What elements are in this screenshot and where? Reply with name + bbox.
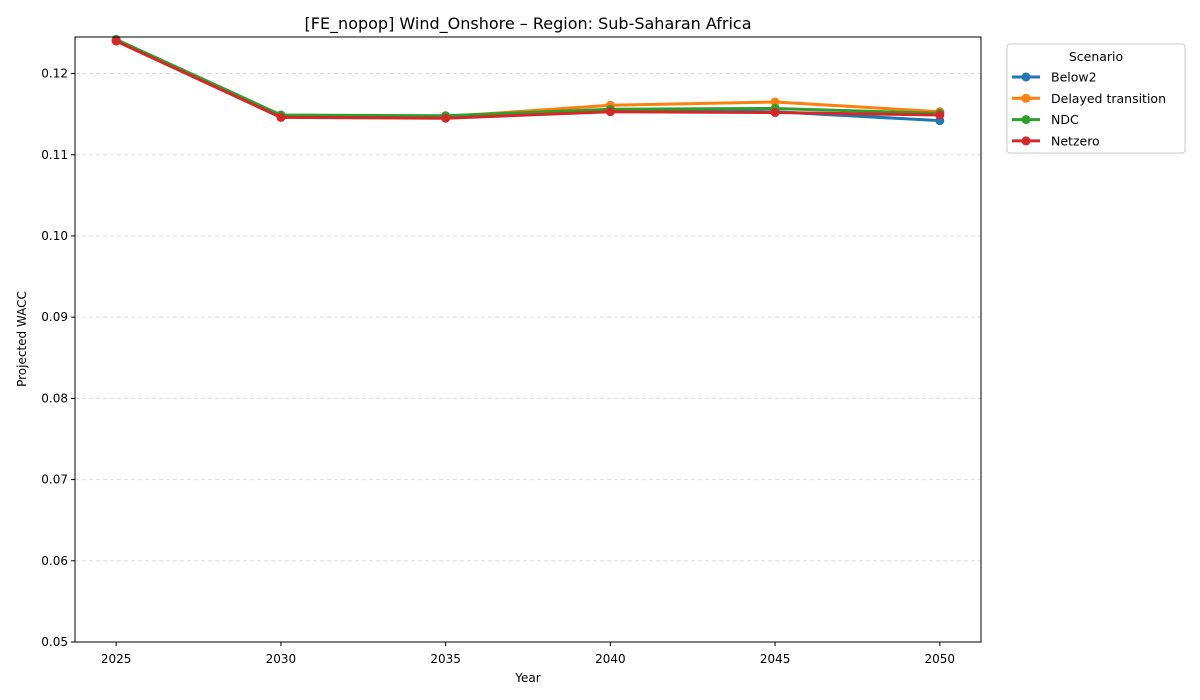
legend-item: Delayed transition: [1012, 91, 1166, 106]
y-tick-label: 0.10: [41, 229, 68, 243]
data-point: [935, 110, 945, 120]
x-axis: 2025 2030 2035 2040 2045 2050: [101, 642, 955, 666]
chart-title: [FE_nopop] Wind_Onshore – Region: Sub-Sa…: [305, 14, 752, 34]
y-tick-label: 0.05: [41, 635, 68, 649]
legend-label: NDC: [1051, 112, 1079, 127]
y-axis: 0.05 0.06 0.07 0.08 0.09 0.10 0.11 0.12: [41, 67, 75, 649]
legend: Scenario Below2 Delayed transition NDC Netz…: [1006, 43, 1186, 154]
series-line: [114, 38, 942, 119]
data-point: [111, 36, 121, 46]
y-axis-label: Projected WACC: [15, 291, 29, 387]
legend-marker: [1021, 115, 1031, 125]
legend-item: NDC: [1012, 112, 1079, 127]
x-tick-label: 2045: [760, 652, 791, 666]
legend-marker: [1021, 93, 1031, 103]
x-tick-label: 2050: [925, 652, 956, 666]
legend-title: Scenario: [1069, 49, 1123, 64]
y-tick-label: 0.06: [41, 554, 68, 568]
series-layer: [111, 34, 945, 126]
y-tick-label: 0.08: [41, 391, 68, 405]
legend-label: Netzero: [1051, 133, 1100, 148]
plot-frame: [74, 36, 982, 643]
x-axis-label: Year: [514, 671, 540, 685]
legend-label: Delayed transition: [1051, 91, 1166, 106]
series-line: [114, 39, 942, 120]
x-tick-label: 2035: [430, 652, 461, 666]
legend-marker: [1021, 72, 1031, 82]
legend-box: [1006, 43, 1186, 154]
x-tick-label: 2030: [266, 652, 297, 666]
data-point: [770, 97, 780, 107]
y-tick-label: 0.09: [41, 310, 68, 324]
x-tick-label: 2040: [595, 652, 626, 666]
y-tick-label: 0.11: [41, 148, 68, 162]
data-point: [441, 113, 451, 123]
data-point: [605, 107, 615, 117]
data-point: [276, 112, 286, 122]
data-point: [770, 108, 780, 118]
grid: [75, 73, 981, 643]
series-line: [114, 37, 942, 118]
series-netzero: [111, 36, 945, 123]
legend-item: Netzero: [1012, 133, 1100, 148]
legend-marker: [1021, 136, 1031, 146]
legend-label: Below2: [1051, 70, 1097, 85]
y-tick-label: 0.12: [41, 67, 68, 81]
y-tick-label: 0.07: [41, 473, 68, 487]
legend-item: Below2: [1012, 70, 1097, 85]
x-tick-label: 2025: [101, 652, 132, 666]
series-ndc: [111, 34, 945, 121]
